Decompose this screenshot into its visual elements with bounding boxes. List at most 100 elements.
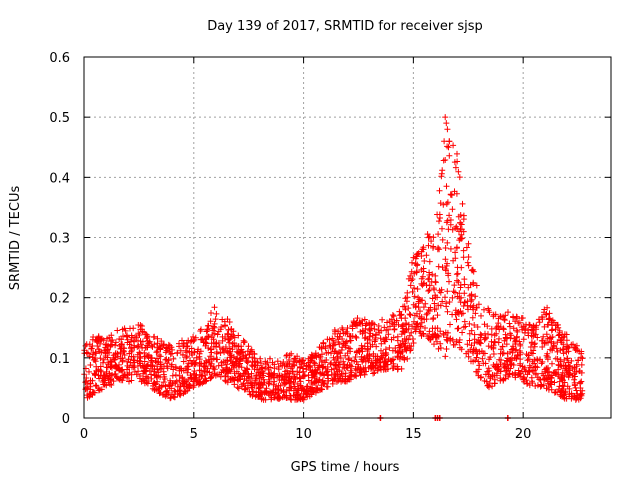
data-point <box>530 347 537 354</box>
data-point <box>422 300 429 307</box>
data-point <box>141 358 148 365</box>
data-point <box>130 353 137 360</box>
data-point <box>561 331 568 338</box>
data-point <box>442 245 449 251</box>
data-point <box>491 380 498 387</box>
data-point <box>516 319 523 326</box>
data-point <box>330 337 337 344</box>
data-point <box>577 380 584 387</box>
data-point <box>160 379 167 386</box>
data-point <box>320 339 327 346</box>
data-point <box>459 329 466 336</box>
data-point <box>440 157 447 164</box>
data-point <box>572 344 579 351</box>
data-point <box>155 373 162 379</box>
data-point <box>251 355 258 362</box>
data-point <box>151 379 158 386</box>
data-point <box>420 304 427 311</box>
data-points-layer <box>81 114 586 403</box>
data-point <box>459 200 466 207</box>
data-point <box>345 345 352 352</box>
data-point <box>490 311 497 318</box>
data-point <box>249 392 256 399</box>
data-point <box>212 316 219 323</box>
data-point <box>277 360 284 367</box>
data-point <box>95 335 102 342</box>
data-point <box>176 377 183 384</box>
data-point <box>543 331 550 338</box>
data-point <box>525 356 532 363</box>
data-point <box>397 312 404 319</box>
data-point <box>378 347 384 354</box>
data-point <box>361 367 367 373</box>
data-point <box>267 392 273 399</box>
data-point <box>485 307 492 314</box>
data-point <box>482 334 489 341</box>
data-point <box>254 366 260 373</box>
data-point <box>578 354 585 361</box>
data-point <box>386 318 393 325</box>
data-point <box>444 217 451 224</box>
data-point <box>437 215 443 221</box>
data-point <box>444 239 451 246</box>
data-point <box>551 319 557 326</box>
data-point <box>568 357 575 364</box>
data-point <box>189 360 196 367</box>
data-point <box>339 344 346 351</box>
data-point <box>96 375 103 382</box>
data-point <box>353 334 360 341</box>
data-point <box>418 266 425 273</box>
data-point <box>424 333 431 340</box>
data-point <box>465 353 472 360</box>
data-point <box>226 367 232 374</box>
data-point <box>502 372 509 378</box>
data-point <box>381 324 388 331</box>
data-point <box>100 359 106 366</box>
data-point <box>198 336 205 343</box>
data-point <box>522 368 529 375</box>
data-point <box>297 358 304 365</box>
data-point <box>561 395 568 402</box>
data-point <box>437 289 444 296</box>
data-point <box>249 363 256 370</box>
data-point <box>177 347 184 354</box>
data-point <box>516 348 523 354</box>
data-point <box>128 338 134 345</box>
data-point <box>112 342 119 349</box>
data-point <box>448 192 455 199</box>
data-point <box>164 360 171 367</box>
data-point <box>106 381 113 388</box>
data-point <box>141 349 148 356</box>
data-point <box>144 333 151 340</box>
data-point <box>499 350 506 357</box>
data-point <box>473 282 480 289</box>
data-point <box>383 362 390 368</box>
data-point <box>426 269 433 276</box>
data-point <box>411 326 418 332</box>
data-point <box>451 282 458 289</box>
data-point <box>450 142 457 149</box>
data-point <box>217 350 224 356</box>
data-point <box>500 350 507 356</box>
data-point <box>254 359 261 366</box>
data-point <box>446 152 453 159</box>
data-point <box>490 342 497 349</box>
data-point <box>126 378 132 385</box>
data-point <box>466 320 473 327</box>
data-point <box>447 245 454 252</box>
data-point <box>453 338 460 345</box>
data-point <box>171 394 178 401</box>
data-point <box>172 363 179 370</box>
data-point <box>87 362 94 368</box>
data-point <box>555 366 562 373</box>
data-point <box>359 320 366 327</box>
data-point <box>444 126 451 133</box>
data-point <box>352 333 359 340</box>
data-point <box>151 333 158 340</box>
data-point <box>410 340 417 346</box>
data-point <box>548 374 555 381</box>
chart-title: Day 139 of 2017, SRMTID for receiver sjs… <box>207 19 483 34</box>
data-point <box>112 339 119 346</box>
data-point <box>502 334 509 341</box>
data-point <box>562 365 569 372</box>
